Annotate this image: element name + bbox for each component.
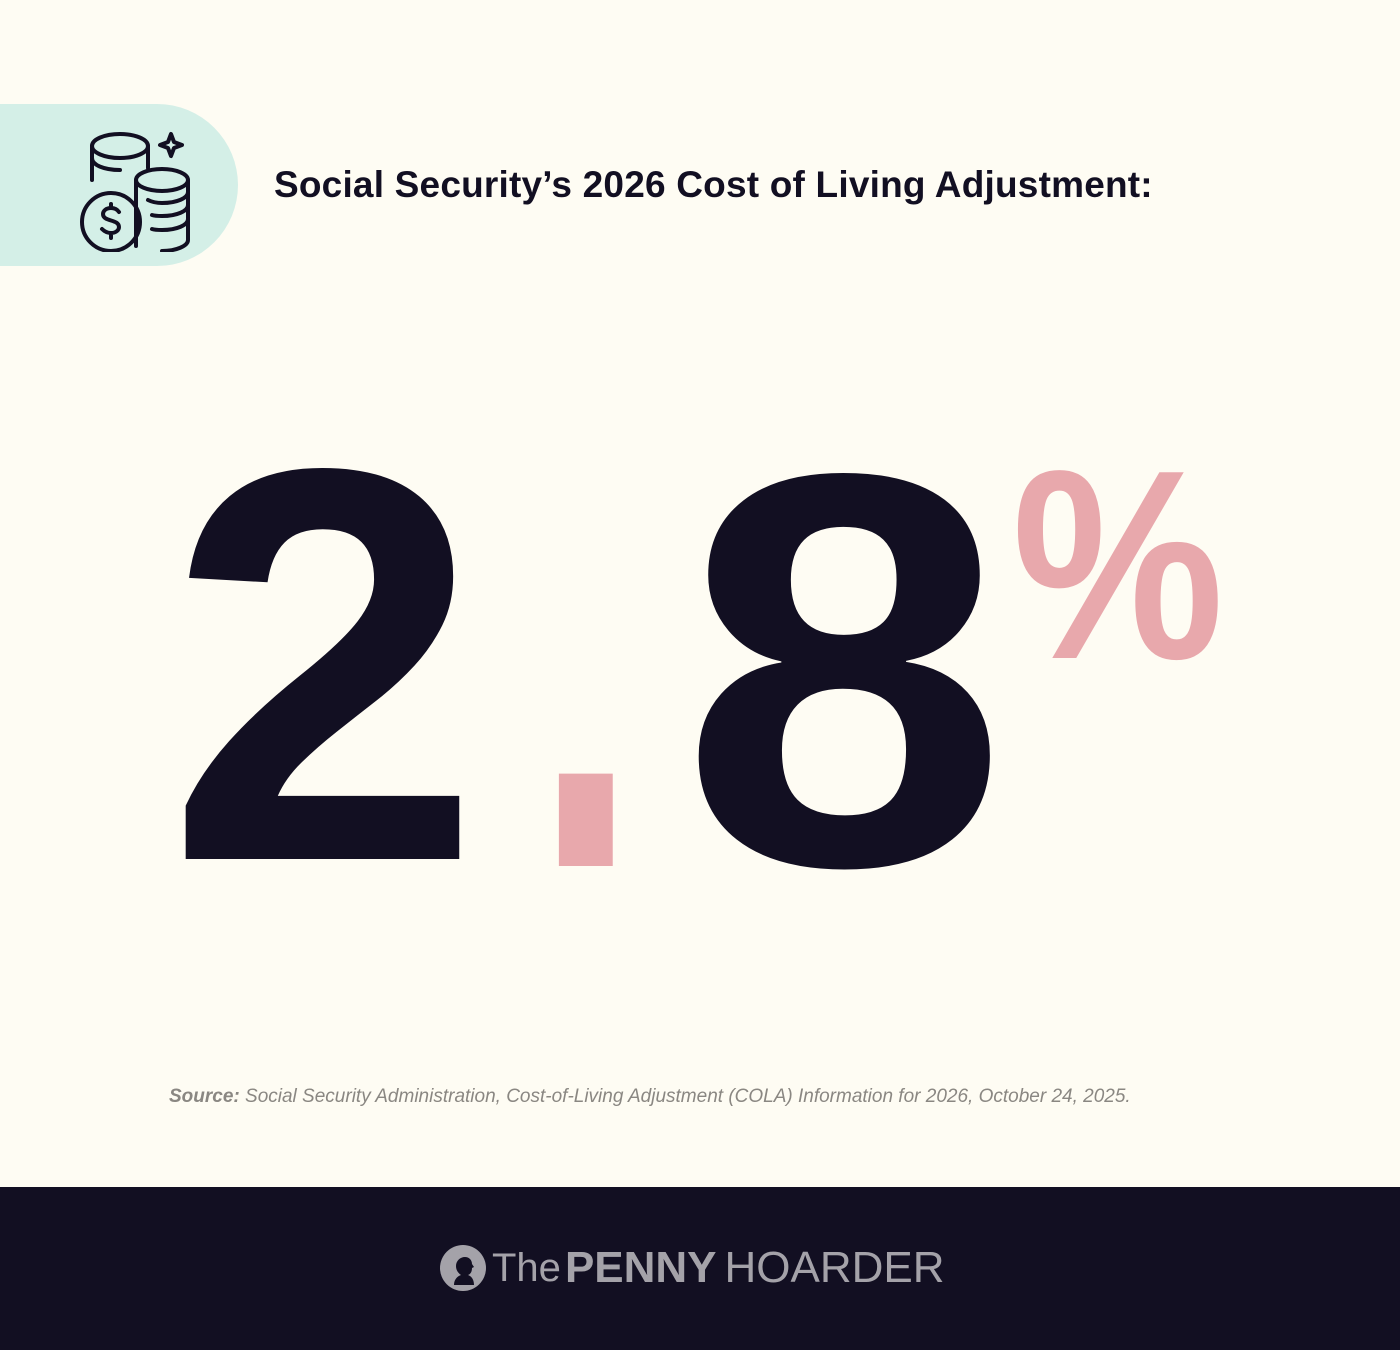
- logo-the: The: [492, 1245, 561, 1290]
- stat-decimal-point: .: [533, 306, 639, 998]
- footer: [0, 1187, 1400, 1350]
- header-icon-badge: [0, 104, 238, 266]
- stat-unit: %: [1012, 415, 1224, 716]
- logo-hoarder: HOARDER: [724, 1243, 945, 1292]
- coin-stack-dollar-sparkle-icon: [80, 132, 190, 252]
- page-title: Social Security’s 2026 Cost of Living Ad…: [274, 164, 1153, 205]
- source-text: Social Security Administration, Cost-of-…: [239, 1086, 1131, 1107]
- source-label: Source:: [169, 1086, 240, 1107]
- brand-logo: The PENNY HOARDER: [440, 1243, 945, 1293]
- stat-fraction: 8: [680, 357, 1008, 983]
- source-note: Source: Social Security Administration, …: [169, 1086, 1131, 1108]
- logo-penny: PENNY: [564, 1243, 717, 1292]
- stat-display: 2 . 8 %: [166, 306, 1224, 998]
- stat-integer: 2: [166, 352, 482, 978]
- penny-portrait-icon: [440, 1245, 486, 1291]
